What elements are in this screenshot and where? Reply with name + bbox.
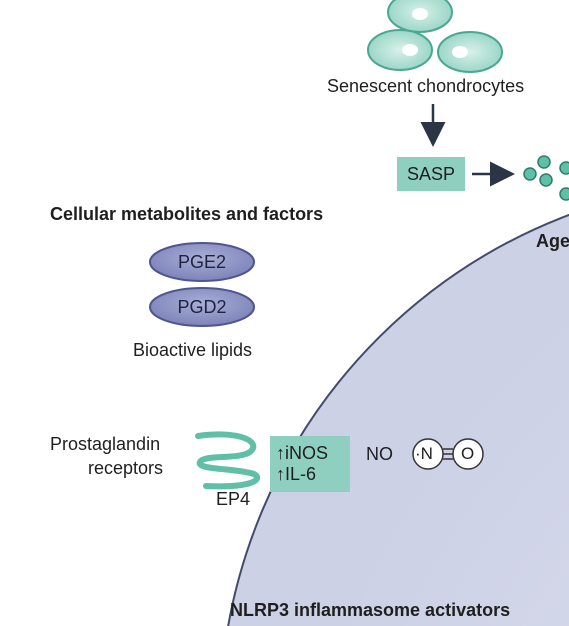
nlrp3-heading: NLRP3 inflammasome activators: [230, 600, 511, 620]
pge2-pill-shape: [149, 242, 255, 282]
ep4-receptor-icon: [195, 431, 261, 490]
nitric-oxide-molecule-icon: [412, 438, 484, 470]
no-label: NO: [366, 444, 393, 464]
pgd2-label: PGD2: [177, 296, 227, 317]
molecule-o-label: O: [461, 444, 475, 463]
metabolites-heading: Cellular metabolites and factors: [50, 204, 324, 224]
inos-label: ↑iNOS: [276, 443, 329, 463]
pgd2-pill-shape: [149, 287, 255, 327]
bioactive-lipids-label: Bioactive lipids: [133, 340, 253, 360]
senescent-chondrocytes-icon: [367, 0, 503, 73]
inos-il6-box: ↑iNOS ↑IL-6: [270, 436, 350, 492]
senescent-chondrocytes-label: Senescent chondrocytes: [327, 76, 525, 96]
prostaglandin-label: Prostaglandin: [50, 434, 161, 454]
ep4-label: EP4: [216, 489, 251, 509]
pge2-label: PGE2: [177, 251, 227, 272]
aged-label-partial: Age: [536, 231, 569, 251]
receptors-label: receptors: [88, 458, 164, 478]
cell-body: [227, 213, 569, 626]
molecule-n-label: ·N: [415, 444, 433, 463]
il6-label: ↑IL-6: [276, 464, 317, 484]
sasp-particles-icon: [523, 155, 569, 201]
sasp-box: SASP: [397, 157, 465, 191]
